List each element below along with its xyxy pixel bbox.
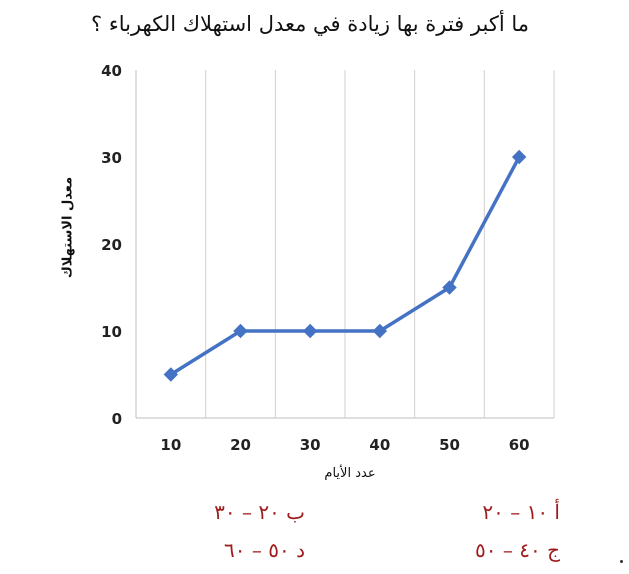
data-point-marker [233, 323, 248, 339]
y-tick-label: 10 [101, 323, 122, 341]
option-b[interactable]: ب ٢٠ – ٣٠ [214, 500, 305, 524]
stray-dot [620, 560, 623, 563]
x-tick-label: 20 [230, 436, 251, 454]
data-point-marker [442, 280, 457, 295]
y-tick-label: 40 [101, 62, 122, 80]
data-point-marker [163, 367, 179, 382]
data-point-marker [372, 323, 388, 339]
data-point-marker [511, 149, 527, 165]
option-d[interactable]: د ٥٠ – ٦٠ [224, 538, 305, 562]
x-tick-label: 40 [369, 436, 390, 454]
y-tick-label: 0 [112, 410, 122, 428]
y-tick-label: 20 [101, 236, 122, 254]
x-tick-label: 30 [300, 436, 321, 454]
y-axis-title: معدل الاستهلاك [60, 176, 76, 279]
y-tick-label: 30 [101, 149, 122, 167]
series-line [169, 156, 521, 376]
question-text: ما أكبر فترة بها زيادة في معدل استهلاك ا… [91, 12, 529, 36]
x-tick-label: 60 [509, 436, 530, 454]
data-point-marker [302, 323, 318, 339]
x-axis-title: عدد الأيام [324, 466, 376, 481]
option-c[interactable]: ج ٤٠ – ٥٠ [475, 538, 560, 562]
x-tick-label: 50 [439, 436, 460, 454]
option-a[interactable]: أ ١٠ – ٢٠ [482, 500, 560, 524]
x-tick-label: 10 [160, 436, 181, 454]
